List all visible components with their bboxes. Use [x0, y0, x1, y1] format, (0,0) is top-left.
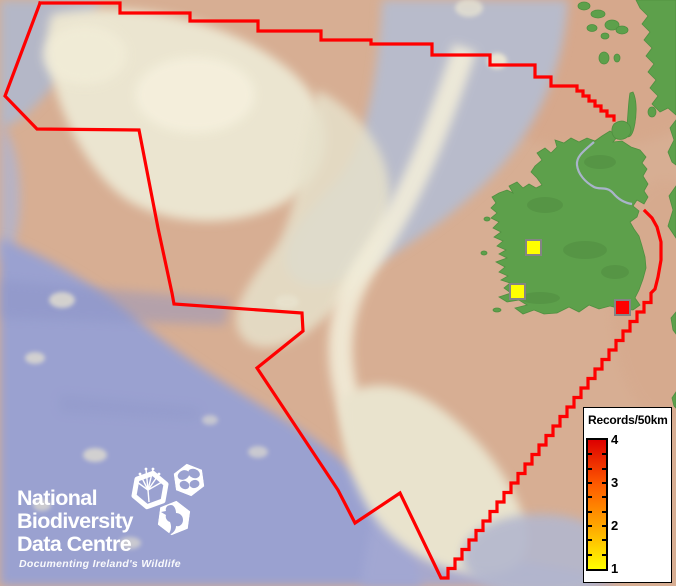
deep-water-southeast: [462, 514, 618, 586]
boundary-north-segment: [38, 1, 616, 122]
legend-tick-label-4: 4: [611, 432, 619, 447]
record-cell-3[interactable]: [614, 299, 631, 316]
legend-tick: [588, 511, 606, 513]
northern-ireland-border-line: [575, 141, 633, 206]
logo-text-line-3: Data Centre: [17, 532, 132, 556]
hebrides-island: [613, 53, 621, 63]
abyssal-streak-2: [60, 395, 200, 420]
butterfly-hexagon-icon: [173, 463, 205, 497]
hebrides-island: [600, 32, 610, 40]
legend-tick-label-1: 1: [611, 561, 619, 576]
tree-branches-icon: [136, 468, 163, 503]
britain-coast-sliver: [667, 185, 676, 239]
logo-text-line-1: National: [17, 486, 98, 510]
designated-area-boundary: [3, 0, 663, 580]
legend-title: Records/50km: [588, 413, 668, 427]
hebrides-island: [604, 19, 620, 31]
seahorse-hexagon-icon: [157, 500, 191, 536]
seamounts: [25, 0, 507, 549]
hebrides-island: [590, 9, 606, 19]
legend-tick: [588, 525, 606, 527]
legend-tick: [588, 468, 606, 470]
legend-colorbar: [586, 438, 608, 571]
legend-box: Records/50km 4: [583, 407, 672, 583]
tree-seed-dots: [135, 467, 164, 484]
legend-tick: [588, 482, 606, 484]
record-cell-2[interactable]: [509, 283, 526, 300]
boundary-west-south-segment: [3, 0, 663, 580]
rockall-bank-highlight: [135, 57, 255, 133]
britain-coast-sliver: [667, 119, 676, 166]
ireland-landmass: [490, 130, 649, 315]
scotland-landmass: [635, 0, 676, 116]
legend-tick-label-3: 3: [611, 475, 619, 490]
hebrides-island: [586, 24, 598, 32]
landmass-group: [480, 0, 676, 409]
abyssal-streak: [0, 280, 230, 325]
legend-tick: [588, 539, 606, 541]
britain-coast-sliver: [671, 391, 676, 409]
celtic-shelf: [340, 385, 528, 575]
islet: [480, 250, 488, 256]
hebrides-island: [577, 1, 591, 11]
legend-tick-label-2: 2: [611, 518, 619, 533]
deep-water-west-edge: [0, 120, 21, 262]
nbdc-logo-hexagons: [131, 463, 205, 536]
legend-tick: [588, 554, 606, 556]
record-squares-group: [509, 239, 631, 316]
islet: [483, 216, 491, 222]
britain-coast-sliver: [670, 311, 676, 335]
arran-island: [647, 106, 657, 118]
tree-hexagon-icon: [131, 467, 169, 510]
hebrides-island: [615, 25, 629, 35]
plateau-highlight: [43, 25, 127, 85]
ireland-relief-texture: [520, 155, 629, 304]
deep-ocean-southwest: [0, 238, 422, 586]
hebrides-island: [598, 51, 610, 65]
logo-tagline: Documenting Ireland's Wildlife: [19, 558, 181, 570]
islet: [492, 307, 502, 313]
record-cell-1[interactable]: [525, 239, 542, 256]
legend-gradient: [588, 440, 606, 569]
islay-island: [611, 120, 632, 140]
legend-tick: [588, 496, 606, 498]
legend-tick: [588, 453, 606, 455]
logo-text-line-2: Biodiversity: [17, 509, 133, 533]
